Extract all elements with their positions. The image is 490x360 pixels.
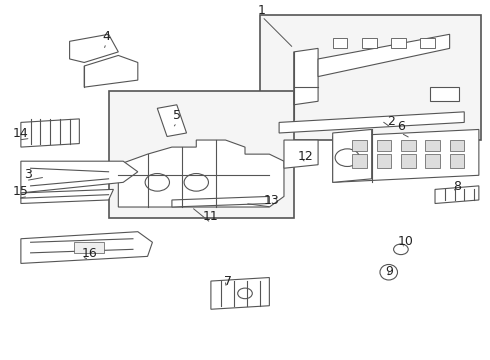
Polygon shape <box>430 87 460 101</box>
Text: 5: 5 <box>173 109 181 122</box>
Text: 15: 15 <box>13 185 29 198</box>
Bar <box>74 242 104 253</box>
Polygon shape <box>21 161 138 193</box>
Polygon shape <box>21 119 79 147</box>
Polygon shape <box>172 197 270 207</box>
Bar <box>362 38 376 48</box>
Text: 13: 13 <box>264 194 280 207</box>
Bar <box>401 154 416 168</box>
Bar <box>420 38 435 48</box>
Polygon shape <box>333 130 372 183</box>
Polygon shape <box>279 112 464 133</box>
Text: 2: 2 <box>387 115 395 128</box>
Bar <box>391 38 406 48</box>
Text: 1: 1 <box>258 4 266 17</box>
Bar <box>260 15 481 140</box>
Bar <box>376 154 391 168</box>
Polygon shape <box>294 48 318 105</box>
Bar <box>109 91 294 217</box>
Bar <box>333 38 347 48</box>
Bar <box>425 154 440 168</box>
Polygon shape <box>84 55 138 87</box>
Polygon shape <box>21 232 152 264</box>
Text: 10: 10 <box>398 235 414 248</box>
Polygon shape <box>333 130 479 183</box>
Polygon shape <box>211 278 270 309</box>
Text: 6: 6 <box>397 120 405 133</box>
Polygon shape <box>157 105 187 136</box>
Bar <box>450 154 464 168</box>
Text: 11: 11 <box>203 210 219 223</box>
Bar <box>352 140 367 150</box>
Text: 12: 12 <box>298 150 314 163</box>
Bar <box>352 154 367 168</box>
Polygon shape <box>435 186 479 203</box>
Text: 9: 9 <box>385 265 392 278</box>
Polygon shape <box>70 34 118 63</box>
Text: 7: 7 <box>224 275 232 288</box>
Text: 14: 14 <box>13 127 29 140</box>
Bar <box>376 140 391 150</box>
Bar <box>425 140 440 150</box>
Bar <box>401 140 416 150</box>
Text: 4: 4 <box>102 30 110 43</box>
Text: 16: 16 <box>81 247 97 260</box>
Polygon shape <box>318 34 450 77</box>
Bar <box>450 140 464 150</box>
Polygon shape <box>21 189 114 203</box>
Polygon shape <box>284 140 318 168</box>
Text: 3: 3 <box>24 167 32 181</box>
Text: 8: 8 <box>453 180 461 193</box>
Polygon shape <box>118 140 284 207</box>
